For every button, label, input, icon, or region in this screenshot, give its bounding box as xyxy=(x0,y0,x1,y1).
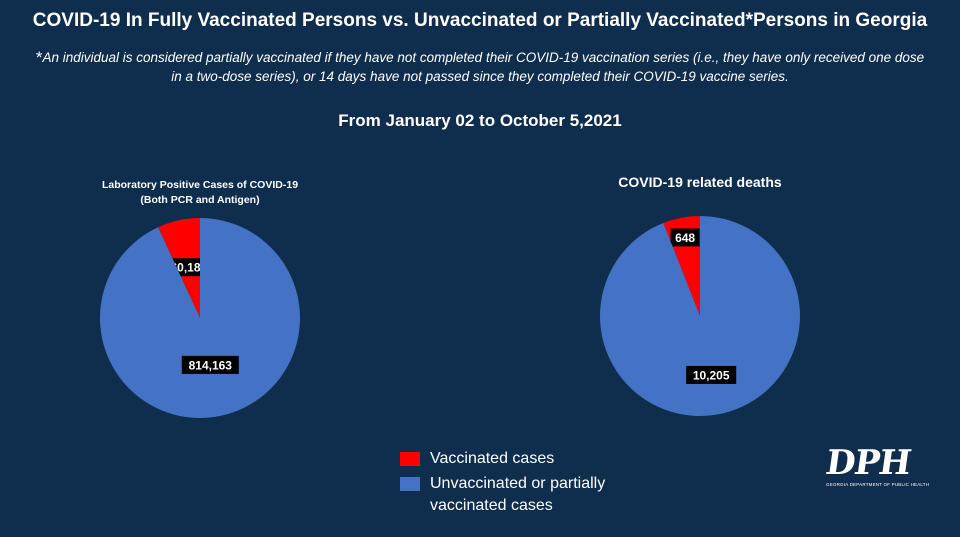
deaths-pie: 648 10,205 xyxy=(600,216,800,416)
legend-swatch-unvaccinated xyxy=(400,477,420,491)
deaths-chart-title: COVID-19 related deaths xyxy=(618,174,782,190)
legend: Vaccinated cases Unvaccinated or partial… xyxy=(400,448,630,520)
legend-item-unvaccinated: Unvaccinated or partially vaccinated cas… xyxy=(400,473,630,517)
cases-slice-unvaccinated xyxy=(99,218,300,419)
svg-text:814,163: 814,163 xyxy=(189,358,233,372)
dph-logo-subtitle: GEORGIA DEPARTMENT OF PUBLIC HEALTH xyxy=(826,482,930,487)
deaths-slice-unvaccinated xyxy=(600,216,800,416)
cases-chart-title: Laboratory Positive Cases of COVID-19 (B… xyxy=(80,178,320,208)
cases-chart-title-line2: (Both PCR and Antigen) xyxy=(140,194,260,206)
legend-label-vaccinated: Vaccinated cases xyxy=(430,450,555,467)
legend-label-unvaccinated: Unvaccinated or partially vaccinated cas… xyxy=(430,475,606,514)
svg-text:648: 648 xyxy=(675,231,695,245)
legend-item-vaccinated: Vaccinated cases xyxy=(400,448,630,470)
page-title: COVID-19 In Fully Vaccinated Persons vs.… xyxy=(32,10,928,31)
svg-text:60,183: 60,183 xyxy=(170,261,207,275)
cases-chart-title-line1: Laboratory Positive Cases of COVID-19 xyxy=(101,179,299,191)
svg-text:10,205: 10,205 xyxy=(693,368,730,382)
deaths-label-vaccinated: 648 xyxy=(670,228,700,247)
dph-logo: DPH GEORGIA DEPARTMENT OF PUBLIC HEALTH xyxy=(823,443,930,492)
dph-logo-text: DPH xyxy=(823,443,913,483)
deaths-label-unvaccinated: 10,205 xyxy=(686,365,737,384)
legend-swatch-vaccinated xyxy=(400,452,420,466)
footnote-asterisk: * xyxy=(35,48,43,67)
date-range: From January 02 to October 5,2021 xyxy=(338,111,622,130)
footnote-definition: *An individual is considered partially v… xyxy=(30,48,930,86)
footnote-text: An individual is considered partially va… xyxy=(42,50,925,84)
cases-pie: 60,183 814,163 xyxy=(99,218,300,419)
cases-label-unvaccinated: 814,163 xyxy=(181,355,239,374)
